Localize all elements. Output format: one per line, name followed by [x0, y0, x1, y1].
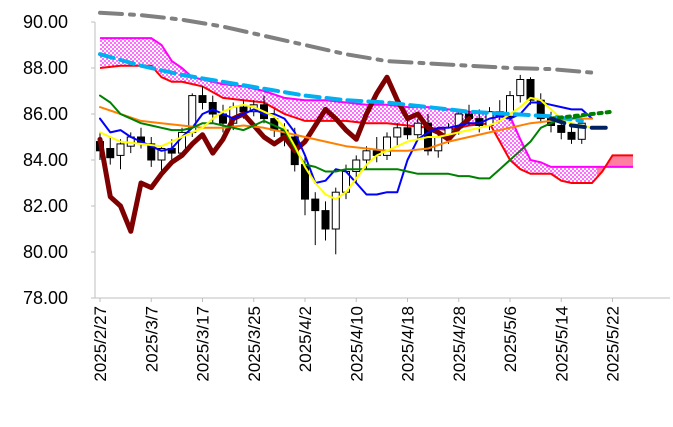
- candle: [526, 77, 535, 105]
- candle: [393, 123, 402, 147]
- candle: [147, 137, 156, 167]
- candle-body: [321, 210, 330, 230]
- candle-body: [403, 127, 412, 136]
- candle-body: [393, 127, 402, 138]
- candle: [198, 86, 207, 110]
- series-layer: [97, 10, 615, 234]
- x-tick-label: 2025/4/10: [347, 306, 366, 382]
- candle-body: [106, 148, 115, 159]
- y-tick-label: 86.00: [23, 104, 68, 124]
- x-tick-label: 2025/4/2: [296, 306, 315, 372]
- x-tick-label: 2025/3/17: [194, 306, 213, 382]
- candle: [106, 137, 115, 165]
- candle: [516, 74, 525, 103]
- candle-body: [352, 159, 361, 172]
- candle: [506, 91, 514, 121]
- x-tick-label: 2025/3/7: [142, 306, 161, 372]
- candle: [116, 139, 125, 170]
- y-tick-label: 90.00: [23, 12, 68, 32]
- candle: [403, 118, 412, 140]
- x-tick-label: 2025/5/22: [604, 306, 623, 382]
- span-b-line: [99, 64, 633, 184]
- candle-body: [567, 131, 576, 140]
- y-tick-label: 88.00: [23, 58, 68, 78]
- x-tick-label: 2025/5/6: [501, 306, 520, 372]
- y-tick-label: 80.00: [23, 242, 68, 262]
- candle-body: [157, 148, 166, 161]
- candle-body: [311, 198, 320, 212]
- y-tick-label: 84.00: [23, 150, 68, 170]
- series-line: [98, 10, 594, 75]
- candle-body: [208, 102, 217, 115]
- candle-body: [577, 122, 586, 140]
- x-tick-label: 2025/4/18: [399, 306, 418, 382]
- y-tick-label: 78.00: [23, 288, 68, 308]
- candle: [413, 118, 422, 140]
- series-line: [99, 94, 593, 180]
- candle-body: [198, 95, 207, 103]
- x-tick-label: 2025/4/28: [450, 306, 469, 382]
- candle-body: [383, 136, 391, 156]
- candle-body: [239, 106, 248, 113]
- candle: [137, 127, 145, 149]
- candle-body: [557, 125, 566, 133]
- candle-body: [413, 122, 422, 136]
- series-line: [97, 74, 472, 234]
- candle: [383, 132, 391, 160]
- series-line: [99, 106, 593, 152]
- candle-body: [116, 143, 125, 156]
- candle-body: [506, 95, 514, 117]
- candle-body: [147, 143, 156, 161]
- x-tick-label: 2025/3/25: [245, 306, 264, 382]
- series-line: [98, 52, 584, 123]
- candle-body: [362, 150, 371, 161]
- axis-layer: 78.00 80.00 82.00 84.00 86.00 88.00 90.00 2025/…: [23, 12, 670, 382]
- series-line: [549, 116, 615, 130]
- candle: [311, 192, 320, 246]
- candle-body: [516, 79, 525, 97]
- x-tick-label: 2025/2/27: [91, 306, 110, 382]
- series-line: [549, 109, 615, 121]
- x-tick-label: 2025/5/14: [552, 306, 571, 382]
- y-tick-label: 82.00: [23, 196, 68, 216]
- series-line: [99, 96, 593, 201]
- candle: [536, 93, 545, 124]
- candle: [321, 201, 330, 241]
- candle-body: [526, 79, 535, 101]
- candle-body: [331, 191, 340, 230]
